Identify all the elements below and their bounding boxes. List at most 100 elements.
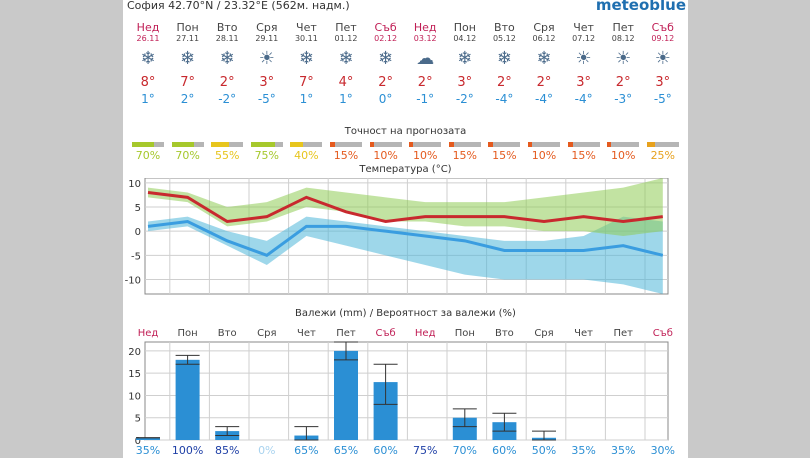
temp-min: -4°: [574, 92, 593, 106]
day-date: 27.11: [176, 34, 200, 43]
day-name: Вто: [495, 328, 514, 339]
accuracy-fill: [369, 142, 374, 147]
precip-probability: 100%: [172, 444, 203, 457]
temp-max: 2°: [378, 75, 393, 90]
accuracy-fill: [488, 142, 494, 147]
day-name: Нед: [415, 328, 436, 339]
precip-probability: 60%: [492, 444, 516, 457]
temp-max: 2°: [497, 75, 512, 90]
min-temp-spread: [148, 216, 663, 294]
day-name: Пон: [455, 328, 475, 339]
day-date: 08.12: [611, 34, 635, 43]
temp-min: -5°: [257, 92, 276, 106]
day-name: Съб: [374, 21, 397, 34]
day-date: 03.12: [413, 34, 437, 43]
day-column: Нед 03.12 ☁ 2° -1°: [405, 21, 445, 107]
day-column: Съб 02.12 ❄ 2° 0°: [366, 21, 406, 107]
accuracy-fill: [567, 142, 573, 147]
precip-probability: 35%: [611, 444, 635, 457]
temp-max: 2°: [615, 75, 631, 90]
day-name: Нед: [138, 328, 159, 339]
precip-probability: 75%: [413, 444, 437, 457]
y-tick-label: 0: [135, 436, 141, 447]
temp-max: 3°: [259, 75, 275, 90]
accuracy-value: 15%: [333, 149, 359, 162]
accuracy-fill: [330, 142, 335, 147]
accuracy-value: 75%: [254, 149, 280, 162]
y-tick-label: 20: [128, 347, 141, 358]
day-column: Сря 29.11 ☀ 3° -5°: [247, 22, 287, 107]
precip-probability: 30%: [651, 444, 675, 457]
day-name: Сря: [534, 328, 553, 339]
day-name: Нед: [413, 21, 437, 34]
accuracy-value: 15%: [452, 149, 478, 162]
accuracy-fill: [290, 142, 304, 147]
temp-min: 0°: [378, 92, 393, 106]
accuracy-fill: [250, 142, 275, 147]
accuracy-value: 40%: [294, 149, 319, 162]
y-tick-label: -10: [125, 276, 141, 287]
accuracy-fill: [132, 142, 154, 147]
temp-max: 7°: [299, 75, 314, 90]
y-tick-label: 5: [135, 203, 141, 214]
accuracy-bar: [330, 142, 362, 147]
cloud-icon: ☁: [416, 48, 435, 69]
temp-min: -1°: [416, 92, 435, 106]
y-tick-label: 10: [128, 179, 141, 190]
sun-cloud-icon: ☀: [258, 48, 275, 69]
day-column: Чет 07.12 ☀ 3° -4°: [564, 21, 604, 107]
accuracy-fill: [448, 142, 454, 147]
precip-probability: 70%: [453, 444, 477, 457]
day-date: 29.11: [255, 34, 279, 43]
accuracy-value: 25%: [650, 149, 676, 162]
day-date: 07.12: [572, 34, 596, 43]
meteoblue-logo[interactable]: meteoblue: [595, 0, 686, 14]
accuracy-bar: [250, 142, 283, 147]
accuracy-bar: [488, 142, 521, 147]
day-name: Чет: [574, 328, 593, 339]
temp-min: -5°: [653, 92, 672, 106]
precip-probability: 50%: [532, 444, 556, 457]
precip-probability: 35%: [571, 444, 595, 457]
day-name: Съб: [653, 328, 673, 339]
temp-min: -2°: [455, 92, 474, 106]
day-name: Съб: [375, 328, 395, 339]
day-column: Сря 06.12 ❄ 2° -4°: [524, 22, 564, 107]
day-date: 06.12: [532, 34, 556, 43]
day-name: Пет: [612, 21, 634, 34]
accuracy-bar: [528, 142, 560, 147]
day-column: Чет 30.11 ❄ 7° 1°: [286, 22, 326, 107]
day-column: Вто 28.11 ❄ 2° -2°: [207, 22, 247, 107]
snow-cloud-icon: ❄: [298, 48, 314, 69]
sun-cloud-icon: ☀: [615, 48, 632, 69]
snow-cloud-icon: ❄: [378, 48, 394, 69]
day-column: Пон 04.12 ❄ 3° -2°: [445, 22, 485, 107]
temp-min: -3°: [614, 92, 633, 106]
max-temp-line: [147, 191, 663, 224]
snow-cloud-icon: ❄: [338, 48, 354, 69]
accuracy-bar: [132, 142, 164, 147]
accuracy-fill: [409, 142, 414, 147]
temp-min: -4°: [535, 92, 553, 106]
temp-max: 2°: [417, 75, 433, 90]
accuracy-bar: [646, 142, 679, 147]
precip-bar: [175, 359, 200, 440]
day-name: Сря: [257, 328, 276, 339]
accuracy-bar: [409, 142, 442, 147]
precip-probability: 65%: [294, 444, 318, 457]
accuracy-fill: [646, 142, 655, 147]
meteogram-panel: София 42.70°N / 23.32°E (562м. надм.) me…: [123, 0, 688, 458]
day-date: 05.12: [492, 34, 516, 43]
day-name: Чет: [573, 21, 594, 34]
day-name: Вто: [494, 21, 515, 34]
day-column: Нед 26.11 ❄ 8° 1°: [128, 21, 168, 107]
precip-bar: [452, 417, 477, 440]
snow-cloud-icon: ❄: [496, 48, 512, 69]
day-date: 26.11: [136, 34, 160, 43]
day-name: Пон: [176, 21, 199, 34]
temperature-chart: 10 5 0 -5 -10: [125, 178, 669, 295]
precipitation-chart: 20 15 10 5 0 Нед Пон Вто Сря Чет Пет Съб Нед Пон Вто Ср…: [128, 328, 675, 457]
accuracy-bar: [448, 142, 481, 147]
temp-max: 3°: [457, 75, 473, 90]
day-name: Нед: [136, 21, 160, 34]
